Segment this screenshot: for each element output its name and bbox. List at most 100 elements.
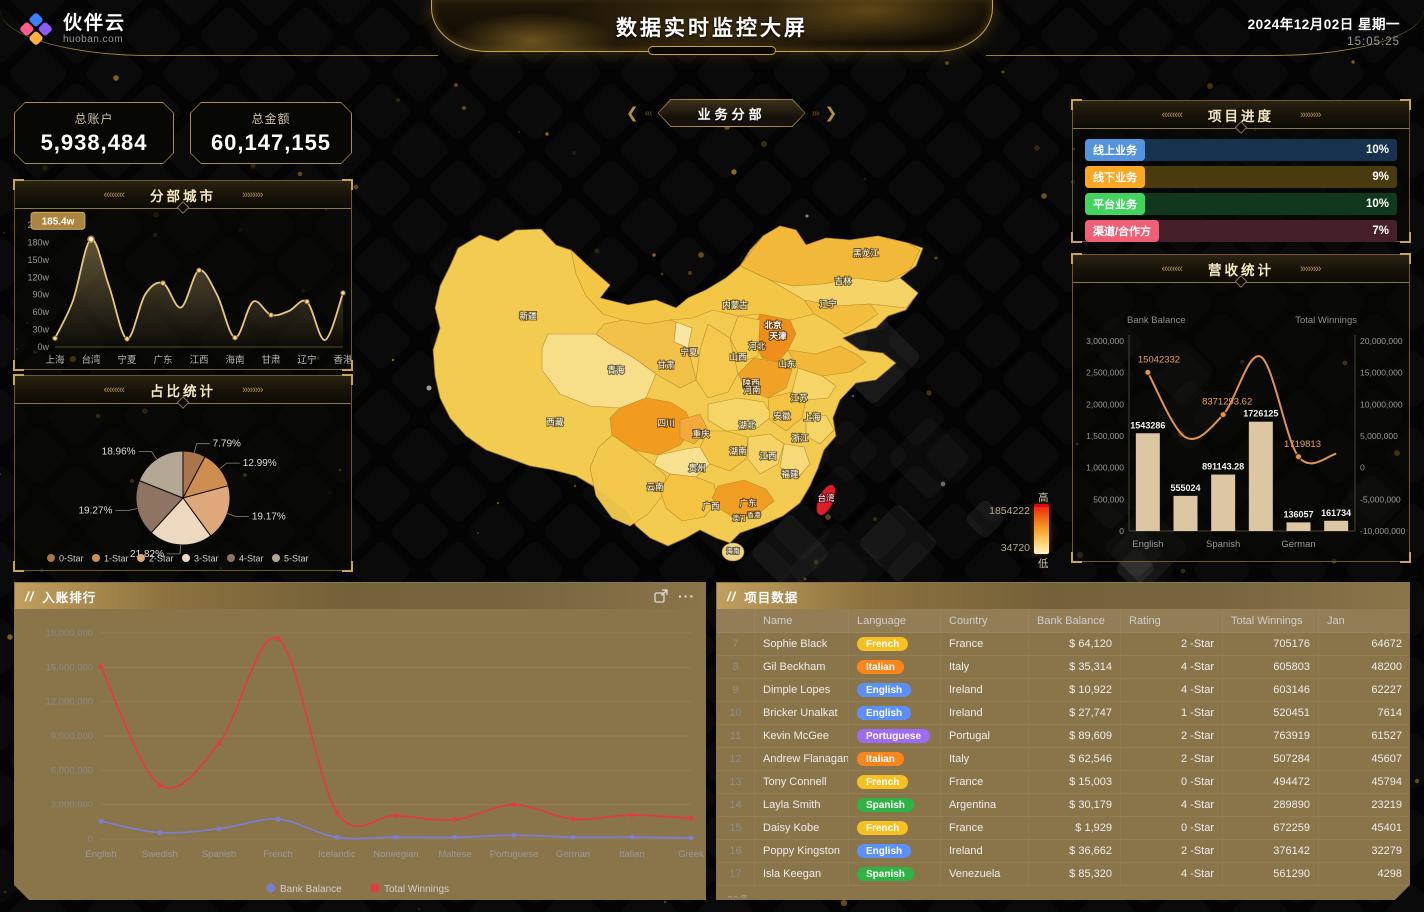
progress-percent: 7% — [1372, 225, 1389, 237]
title-left-arrows: «««« — [1161, 108, 1184, 121]
svg-text:10,000,000: 10,000,000 — [1360, 399, 1403, 409]
panel-progress-title: 项目进度 — [1208, 108, 1274, 124]
legend-label: Total Winnings — [384, 884, 449, 895]
svg-text:1,000,000: 1,000,000 — [1086, 463, 1124, 473]
table-row[interactable]: 12 Andrew Flanagan Italian Italy $ 62,546 2 -… — [717, 748, 1409, 771]
svg-text:Total Winnings: Total Winnings — [1295, 315, 1357, 326]
header-right-ornament — [986, 8, 1424, 56]
column-header: Language — [849, 609, 941, 632]
bar-value-label: 891143.28 — [1202, 462, 1244, 472]
cell-name: Isla Keegan — [755, 863, 849, 885]
legend-label: Bank Balance — [280, 884, 342, 895]
svg-text:180w: 180w — [27, 237, 49, 247]
svg-text:Portuguese: Portuguese — [490, 849, 539, 860]
cell-rating: 1 -Star — [1121, 702, 1223, 724]
svg-text:0: 0 — [1119, 526, 1124, 536]
ratio-pie-chart[interactable]: 7.79%12.99% 19.17% 21.82% 19.27% 18.96% 0-Sta… — [15, 404, 351, 570]
cell-jan: 61527 — [1319, 725, 1409, 747]
svg-text:120w: 120w — [27, 272, 49, 282]
progress-percent: 10% — [1365, 198, 1389, 210]
table-row[interactable]: 10 Bricker Unalkat English Ireland $ 27,747 1… — [717, 702, 1409, 725]
cell-jan: 7614 — [1319, 702, 1409, 724]
svg-text:5,000,000: 5,000,000 — [1360, 431, 1398, 441]
svg-text:12,000,000: 12,000,000 — [45, 697, 93, 708]
cell-country: Venezuela — [941, 863, 1029, 885]
province-label: 广东 — [739, 498, 756, 508]
panel-ratio: «««« 占比统计 »»»» 7.79% 12.99% 19.17% 21.82% 19… — [13, 374, 353, 572]
language-pill: Spanish — [857, 867, 914, 881]
table-row[interactable]: 11 Kevin McGee Portuguese Portugal $ 89,609 2… — [717, 725, 1409, 748]
legend-dot — [47, 554, 55, 562]
progress-percent: 10% — [1365, 144, 1389, 156]
cell-bank_balance: $ 89,609 — [1029, 725, 1121, 747]
pie-label: 12.99% — [243, 458, 277, 469]
panel-table-title: 项目数据 — [744, 590, 799, 605]
table-row[interactable]: 8 Gil Beckham Italian Italy $ 35,314 4 -Star 6… — [717, 656, 1409, 679]
badge-left-dots: ‹‹‹ — [644, 107, 653, 119]
table-row[interactable]: 9 Dimple Lopes English Ireland $ 10,922 4 -St… — [717, 679, 1409, 702]
language-pill: English — [857, 844, 912, 858]
cell-rating: 2 -Star — [1121, 725, 1223, 747]
badge-left-arrow-icon: ❮ — [626, 105, 639, 122]
svg-text:0: 0 — [1360, 463, 1365, 473]
language-pill: French — [857, 821, 909, 835]
cell-jan: 45607 — [1319, 748, 1409, 770]
province-label: 陕西 — [742, 378, 759, 388]
table-row[interactable]: 17 Isla Keegan Spanish Venezuela $ 85,320 4 -… — [717, 863, 1409, 886]
table-row[interactable]: 14 Layla Smith Spanish Argentina $ 30,179 4 -… — [717, 794, 1409, 817]
table-row[interactable]: 15 Daisy Kobe French France $ 1,929 0 -Star 67… — [717, 817, 1409, 840]
svg-text:海南: 海南 — [225, 354, 244, 366]
city-line-chart[interactable]: 0w30w60w90w120w150w180w210w上海台湾宁夏广东江西海南甘… — [15, 209, 353, 369]
export-icon[interactable] — [654, 589, 668, 603]
province-label: 新疆 — [519, 311, 537, 321]
table-row[interactable]: 13 Tony Connell French France $ 15,003 0 -Sta… — [717, 771, 1409, 794]
cell-bank_balance: $ 62,546 — [1029, 748, 1121, 770]
language-pill: Spanish — [857, 798, 914, 812]
revenue-bar-line-chart[interactable]: Bank Balance Total Winnings 0 500,000 1,000,… — [1073, 283, 1409, 561]
column-header: Total Winnings — [1223, 609, 1319, 632]
bar-value-label: 1726125 — [1243, 409, 1278, 419]
revenue-bar — [1286, 522, 1311, 531]
column-header: Rating — [1121, 609, 1223, 632]
svg-text:台湾: 台湾 — [81, 354, 101, 366]
column-header: Country — [941, 609, 1029, 632]
svg-text:上海: 上海 — [45, 354, 65, 366]
province-label: 福建 — [781, 469, 799, 479]
language-pill: English — [857, 683, 912, 697]
datetime: 2024年12月02日 星期一 15:05:25 — [1248, 13, 1400, 48]
province-label: 安徽 — [773, 411, 791, 421]
province-label: 云南 — [646, 482, 663, 492]
cell-jan: 62227 — [1319, 679, 1409, 701]
cell-language: Spanish — [849, 863, 941, 885]
stat-value: 60,147,155 — [210, 130, 332, 155]
bar-value-label: 1543286 — [1130, 420, 1165, 430]
ranking-line-chart[interactable]: 0 3,000,000 6,000,000 9,000,000 12,000,000 15… — [15, 609, 705, 899]
cell-num: 7 — [717, 633, 755, 655]
svg-text:30w: 30w — [32, 325, 49, 335]
cell-bank_balance: $ 30,179 — [1029, 794, 1121, 816]
cell-num: 16 — [717, 840, 755, 862]
table-row[interactable]: 7 Sophie Black French France $ 64,120 2 -Star… — [717, 633, 1409, 656]
more-icon[interactable]: ··· — [678, 588, 695, 604]
progress-row-1: 线下业务 9% — [1085, 166, 1397, 188]
cell-country: France — [941, 771, 1029, 793]
svg-text:9,000,000: 9,000,000 — [51, 731, 93, 742]
svg-text:1,500,000: 1,500,000 — [1086, 431, 1124, 441]
cell-jan: 64672 — [1319, 633, 1409, 655]
cell-country: France — [941, 817, 1029, 839]
legend-gradient-bar — [1034, 504, 1049, 554]
province-label: 吉林 — [834, 276, 852, 286]
legend-dot — [137, 554, 145, 562]
column-header: Bank Balance — [1029, 609, 1121, 632]
project-data-table[interactable]: Name Language Country Bank Balance Rating Tot… — [717, 609, 1409, 898]
panel-city-titlebar: «««« 分部城市 »»»» — [15, 181, 351, 209]
header: 数据实时监控大屏 伙伴云 huoban.com 2024年12月02日 星期一 … — [0, 0, 1424, 62]
progress-chip: 平台业务 — [1085, 193, 1145, 215]
revenue-bar — [1248, 421, 1273, 531]
svg-text:2,500,000: 2,500,000 — [1086, 368, 1124, 378]
svg-text:广东: 广东 — [153, 354, 172, 366]
pie-slice-2-Star — [182, 485, 231, 537]
table-row[interactable]: 16 Poppy Kingston English Ireland $ 36,662 2 … — [717, 840, 1409, 863]
svg-text:15,000,000: 15,000,000 — [1360, 368, 1403, 378]
